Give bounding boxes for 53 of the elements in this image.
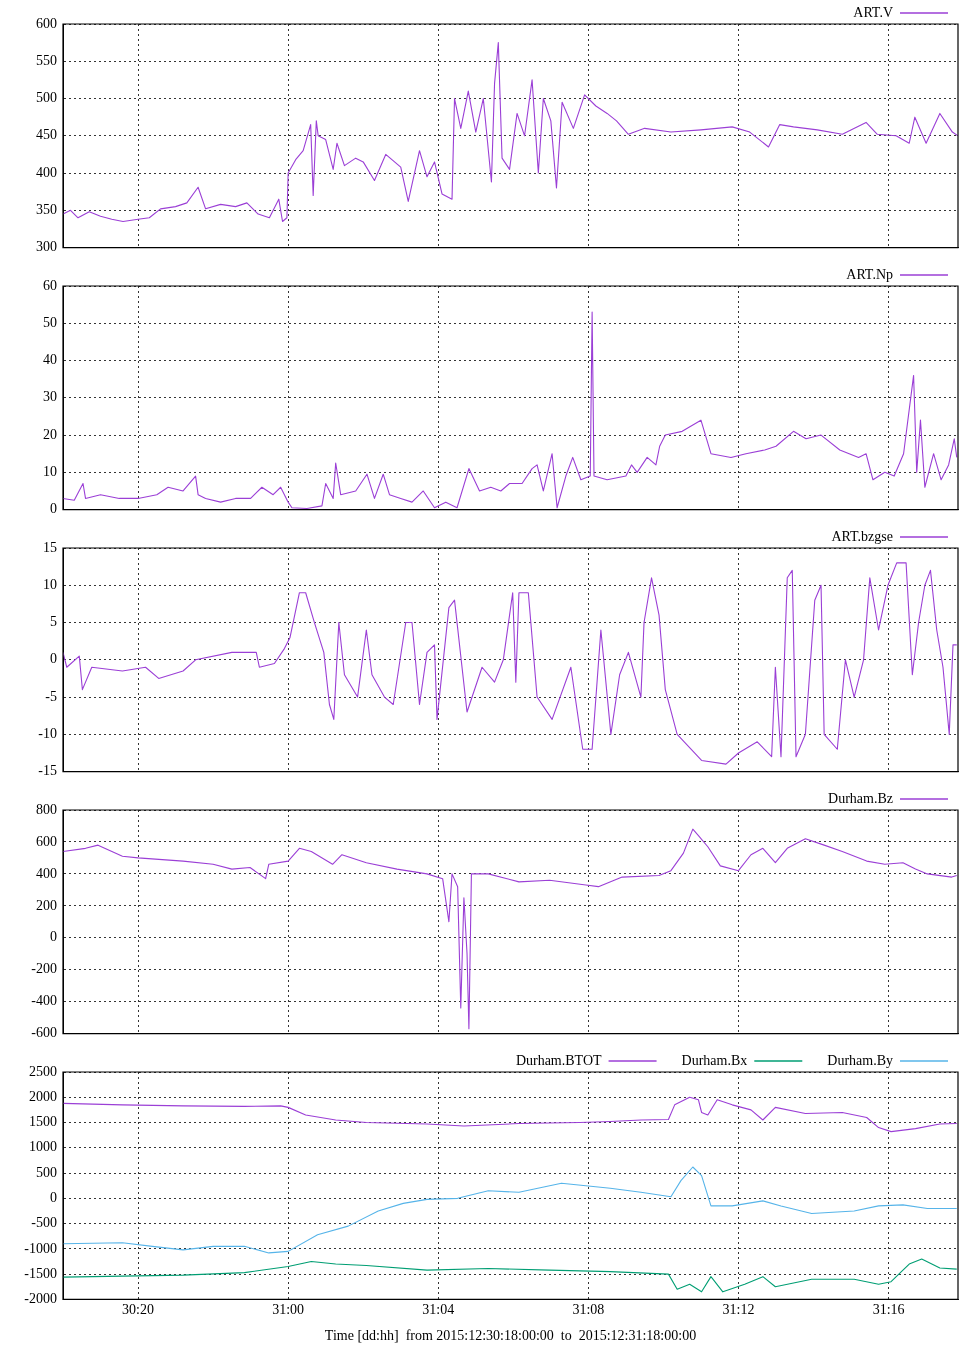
legend-label: Durham.Bz — [828, 790, 893, 806]
y-tick-label: 800 — [36, 801, 57, 817]
y-tick-label: -200 — [31, 961, 57, 977]
x-tick-label: 31:04 — [422, 1302, 455, 1318]
y-tick-label: 50 — [43, 314, 57, 330]
y-tick-label: 350 — [36, 202, 57, 218]
y-tick-label: 300 — [36, 239, 57, 255]
x-tick-label: 31:12 — [722, 1302, 755, 1318]
y-tick-label: 600 — [36, 15, 57, 31]
y-tick-label: 20 — [43, 426, 57, 442]
y-tick-label: 550 — [36, 52, 57, 68]
y-tick-label: 2500 — [29, 1063, 57, 1079]
y-tick-label: 60 — [43, 277, 57, 293]
y-tick-label: 200 — [36, 897, 57, 913]
y-tick-label: 400 — [36, 865, 57, 881]
y-tick-label: -600 — [31, 1025, 57, 1041]
y-tick-label: 15 — [43, 539, 57, 555]
y-tick-label: 400 — [36, 164, 57, 180]
y-tick-label: 0 — [50, 929, 57, 945]
y-tick-label: 30 — [43, 389, 57, 405]
legend-label: ART.V — [853, 4, 893, 20]
y-tick-label: -1500 — [24, 1265, 57, 1281]
y-tick-label: 450 — [36, 127, 57, 143]
y-tick-label: 600 — [36, 833, 57, 849]
y-tick-label: 10 — [43, 464, 57, 480]
legend-label: Durham.By — [827, 1052, 893, 1068]
y-tick-label: -500 — [31, 1215, 57, 1231]
y-tick-label: 5 — [50, 614, 57, 630]
y-tick-label: 0 — [50, 501, 57, 517]
x-tick-label: 31:00 — [272, 1302, 305, 1318]
x-tick-label: 30:20 — [122, 1302, 154, 1318]
y-tick-label: 0 — [50, 651, 57, 667]
x-tick-label: 31:08 — [572, 1302, 605, 1318]
y-tick-label: -10 — [38, 726, 57, 742]
y-tick-label: -5 — [45, 688, 57, 704]
y-tick-label: 1000 — [29, 1139, 57, 1155]
y-tick-label: -2000 — [24, 1291, 57, 1307]
legend-label: Durham.BTOT — [515, 1052, 603, 1068]
y-tick-label: 40 — [43, 352, 57, 368]
legend-label: Durham.Bx — [681, 1052, 748, 1068]
x-axis-title: Time [dd:hh] from 2015:12:30:18:00:00 to 2015:12:31:18:00:00 — [324, 1328, 697, 1344]
y-tick-label: 500 — [36, 90, 57, 106]
y-tick-label: 2000 — [29, 1088, 57, 1104]
y-tick-label: 1500 — [29, 1114, 57, 1130]
y-tick-label: 500 — [36, 1164, 57, 1180]
y-tick-label: 0 — [50, 1190, 57, 1206]
legend-label: ART.Np — [846, 266, 893, 282]
x-tick-label: 31:16 — [872, 1302, 905, 1318]
y-tick-label: -15 — [38, 763, 57, 779]
y-tick-label: -400 — [31, 993, 57, 1009]
y-tick-label: -1000 — [24, 1240, 57, 1256]
legend-label: ART.bzgse — [831, 528, 893, 544]
y-tick-label: 10 — [43, 576, 57, 592]
